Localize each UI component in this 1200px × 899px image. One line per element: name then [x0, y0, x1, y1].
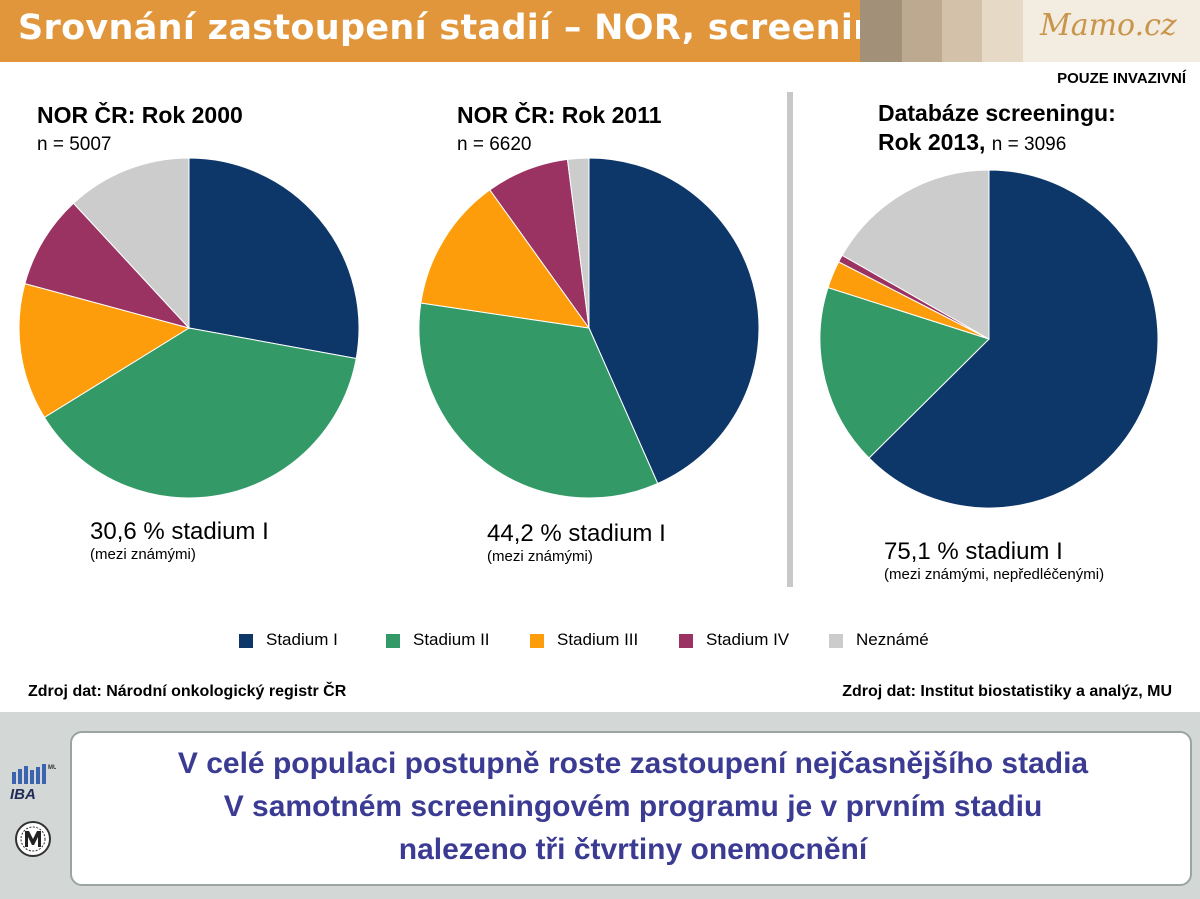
pie-chart-2011 — [418, 157, 760, 499]
pie-chart-2000 — [18, 157, 360, 499]
pie-slice-stadium-4 — [24, 202, 191, 329]
chart-3-n-label: n = 3096 — [991, 134, 1067, 155]
chart-2-heading: NOR ČR: Rok 2011 — [457, 102, 662, 128]
chart-2-n-label: n = 6620 — [457, 134, 532, 155]
pie-slice-stadium-3 — [420, 189, 591, 329]
mamo-logo: Mamo.cz — [1040, 8, 1177, 43]
summary-line-1: V celé populaci postupně roste zastoupen… — [177, 747, 1089, 780]
invasive-only-note: POUZE INVAZIVNÍ — [1057, 70, 1186, 87]
chart-3-heading-line2: Rok 2013, — [878, 129, 986, 155]
iba-logo-text: IBA — [10, 786, 36, 802]
chart-3-heading: Databáze screeningu: Rok 2013, n = 3096 — [878, 99, 1116, 159]
legend-label: Stadium IV — [706, 630, 790, 649]
chart-1-caption: 30,6 % stadium I (mezi známými) — [90, 518, 269, 564]
brand-logo-box — [1023, 0, 1200, 62]
legend-swatch — [679, 634, 693, 648]
pie-slice-stadium-2 — [819, 286, 990, 459]
chart-2-caption-note: (mezi známými) — [487, 548, 593, 565]
chart-3-caption-note: (mezi známými, nepředléčenými) — [884, 566, 1105, 583]
header-bar: Srovnání zastoupení stadií – NOR, screen… — [0, 0, 1200, 62]
chart-3-caption: 75,1 % stadium I (mezi známými, nepředlé… — [884, 538, 1104, 584]
iba-logo-icon: MU IBA — [10, 764, 56, 802]
pie-slice-stadium-3 — [18, 283, 191, 419]
header-strip — [942, 0, 982, 62]
chart-2-caption-main: 44,2 % stadium I — [487, 520, 666, 547]
pie-chart-screening-2013 — [819, 169, 1159, 509]
legend-swatch — [239, 634, 253, 648]
pie-slice-stadium-2 — [418, 302, 659, 499]
chart-3-caption-main: 75,1 % stadium I — [884, 538, 1063, 565]
legend-swatch — [386, 634, 400, 648]
legend-swatch — [829, 634, 843, 648]
pie-slice-unknown — [72, 157, 190, 330]
legend-label: Stadium II — [413, 630, 490, 649]
pie-slice-stadium-1 — [868, 169, 1159, 509]
header-strip — [860, 0, 902, 62]
summary-line-3: nalezeno tři čtvrtiny onemocnění — [398, 833, 868, 866]
pie-slice-unknown — [566, 157, 590, 329]
pie-slice-stadium-2 — [43, 327, 357, 499]
pie-slice-stadium-1 — [188, 157, 360, 360]
masaryk-university-seal-icon — [15, 821, 51, 857]
header-strip — [902, 0, 942, 62]
legend-label: Neznámé — [856, 630, 929, 649]
chart-1-heading: NOR ČR: Rok 2000 — [37, 102, 243, 128]
legend-label: Stadium III — [557, 630, 639, 649]
pie-slice-unknown — [841, 169, 990, 340]
legend-swatch — [530, 634, 544, 648]
source-left: Zdroj dat: Národní onkologický registr Č… — [28, 683, 347, 700]
chart-1-n-label: n = 5007 — [37, 134, 112, 155]
summary-line-2: V samotném screeningovém programu je v p… — [223, 790, 1043, 823]
pie-slice-stadium-1 — [588, 157, 760, 485]
legend: Stadium I Stadium II Stadium III Stadium… — [0, 630, 1200, 652]
vertical-divider — [787, 92, 793, 587]
chart-1-caption-main: 30,6 % stadium I — [90, 518, 269, 545]
page-title: Srovnání zastoupení stadií – NOR, screen… — [18, 8, 904, 48]
source-right: Zdroj dat: Institut biostatistiky a anal… — [842, 683, 1172, 700]
iba-logo-sup: MU — [48, 765, 56, 771]
chart-2-caption: 44,2 % stadium I (mezi známými) — [487, 520, 666, 566]
legend-label: Stadium I — [266, 630, 338, 649]
title-bar: Srovnání zastoupení stadií – NOR, screen… — [0, 0, 903, 62]
summary-box: V celé populaci postupně roste zastoupen… — [70, 731, 1192, 886]
chart-3-heading-line1: Databáze screeningu: — [878, 100, 1116, 126]
chart-1-caption-note: (mezi známými) — [90, 546, 196, 563]
header-strip — [982, 0, 1023, 62]
